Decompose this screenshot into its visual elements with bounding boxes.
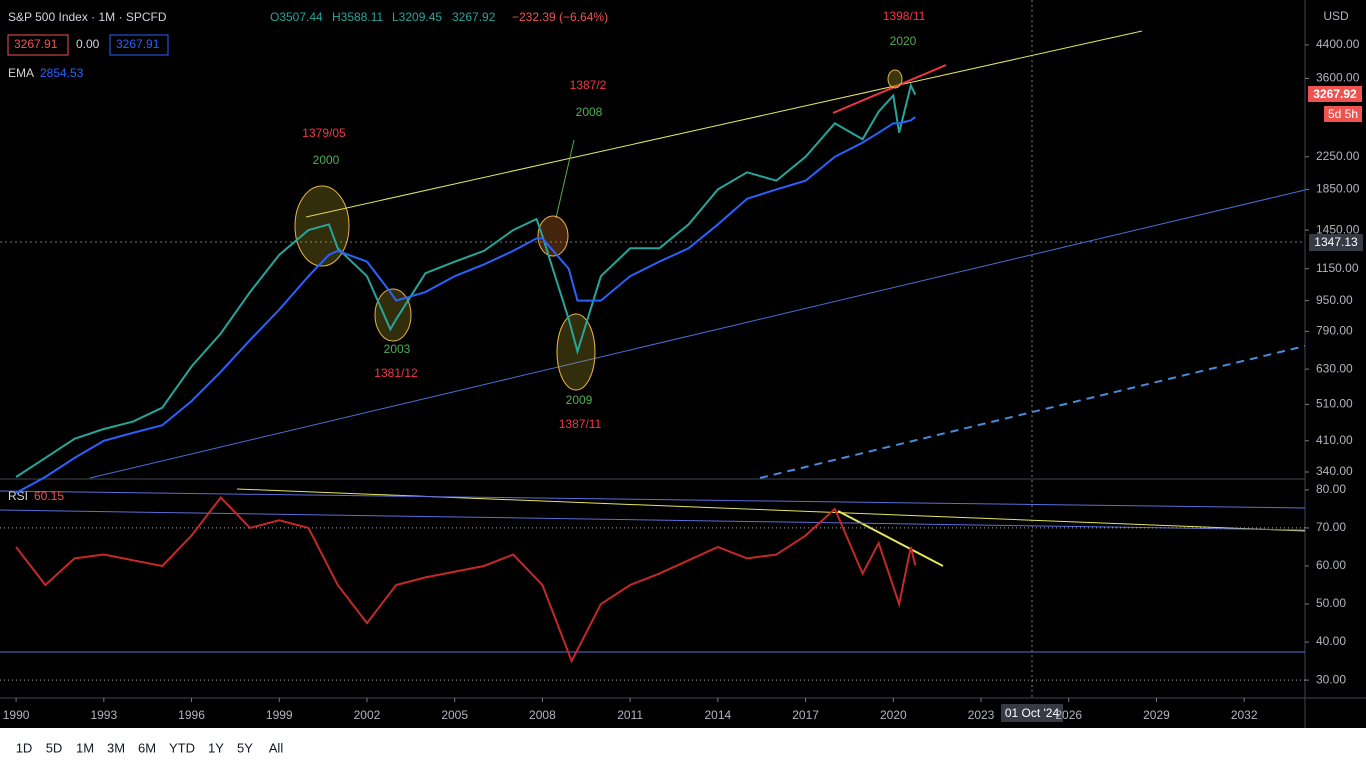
annotation: 1398/11 — [883, 9, 926, 23]
x-tick-label: 1990 — [3, 708, 30, 722]
x-tick-label: 2017 — [792, 708, 819, 722]
crosshair-price: 1347.13 — [1314, 235, 1358, 249]
rsi-trend-line — [837, 510, 944, 567]
spread: 0.00 — [76, 37, 100, 51]
x-tick-label: 2002 — [354, 708, 381, 722]
ellipse — [556, 313, 596, 391]
y-tick-label: 80.00 — [1316, 482, 1346, 496]
x-tick-label: 2023 — [968, 708, 995, 722]
crosshair-date: 01 Oct '24 — [1005, 706, 1060, 720]
y-tick-label: 410.00 — [1316, 433, 1353, 447]
y-tick-label: 1850.00 — [1316, 182, 1360, 196]
rsi-value: 60.15 — [34, 489, 64, 503]
countdown: 5d 5h — [1328, 107, 1358, 121]
range-button[interactable]: 1Y — [208, 740, 224, 755]
series-line — [15, 82, 917, 478]
y-tick-label: 30.00 — [1316, 672, 1346, 686]
x-tick-label: 2032 — [1231, 708, 1258, 722]
ema-value: 2854.53 — [40, 66, 84, 80]
symbol[interactable]: S&P 500 Index · 1M · SPCFD — [8, 10, 167, 24]
currency[interactable]: USD — [1323, 9, 1349, 23]
range-button[interactable]: 1D — [16, 740, 33, 755]
crosshair-date-bg — [1001, 704, 1063, 722]
bid: 3267.91 — [14, 37, 58, 51]
rsi-trend-line — [236, 488, 1306, 532]
x-tick-label: 2014 — [705, 708, 732, 722]
annotation: 1379/05 — [302, 126, 346, 140]
rsi-label: RSI — [8, 489, 28, 503]
range-button[interactable]: 5D — [46, 740, 63, 755]
change: −232.39 (−6.64%) — [512, 10, 608, 24]
bid-box[interactable] — [7, 34, 69, 56]
annotation: 2003 — [384, 342, 411, 356]
range-button[interactable]: 3M — [107, 740, 125, 755]
y-tick-label: 510.00 — [1316, 397, 1353, 411]
bottom-toolbar — [0, 728, 1366, 768]
channel-line — [89, 189, 1306, 479]
high: H3588.11 — [332, 10, 383, 24]
range-button[interactable]: All — [269, 740, 284, 755]
y-tick-label: 60.00 — [1316, 558, 1346, 572]
y-tick-label: 790.00 — [1316, 324, 1353, 338]
annotation: 2020 — [890, 34, 917, 48]
x-tick-label: 2029 — [1143, 708, 1170, 722]
ema-label: EMA — [8, 66, 34, 80]
rsi-line — [0, 490, 1306, 509]
y-tick-label: 1150.00 — [1316, 261, 1359, 275]
trend-line — [832, 64, 947, 114]
ask: 3267.91 — [116, 37, 160, 51]
y-tick-label: 630.00 — [1316, 361, 1353, 375]
countdown-bg — [1324, 106, 1362, 122]
x-tick-label: 2011 — [617, 708, 643, 722]
x-tick-label: 1996 — [178, 708, 205, 722]
series-line — [15, 495, 917, 664]
annotation: 1387/11 — [559, 417, 602, 431]
ask-box[interactable] — [109, 34, 169, 56]
x-tick-label: 2020 — [880, 708, 907, 722]
x-tick-label: 2005 — [441, 708, 468, 722]
range-button[interactable]: 1M — [76, 740, 94, 755]
range-button[interactable]: 5Y — [237, 740, 253, 755]
y-tick-label: 340.00 — [1316, 464, 1353, 478]
open: O3507.44 — [270, 10, 323, 24]
channel-line — [759, 345, 1306, 479]
arrow — [555, 139, 575, 219]
range-button[interactable]: YTD — [169, 740, 195, 755]
low: L3209.45 — [392, 10, 442, 24]
x-tick-label: 2008 — [529, 708, 556, 722]
price-label-bg — [1308, 86, 1362, 102]
drawings — [0, 30, 1306, 653]
series-line — [15, 116, 916, 494]
trend-line — [305, 30, 1143, 218]
x-tick-label: 1993 — [90, 708, 117, 722]
y-tick-label: 950.00 — [1316, 293, 1353, 307]
ellipse — [887, 69, 903, 89]
annotation: 2009 — [566, 393, 593, 407]
annotation: 2000 — [313, 153, 340, 167]
y-tick-label: 70.00 — [1316, 520, 1346, 534]
x-tick-label: 2026 — [1055, 708, 1082, 722]
last-price: 3267.92 — [1313, 87, 1357, 101]
ellipse — [374, 288, 412, 342]
range-button[interactable]: 6M — [138, 740, 156, 755]
y-tick-label: 3600.00 — [1316, 71, 1360, 85]
y-tick-label: 40.00 — [1316, 634, 1346, 648]
annotation: 1381/12 — [374, 366, 418, 380]
y-tick-label: 4400.00 — [1316, 37, 1360, 51]
annotation: 2008 — [576, 105, 603, 119]
rsi-line — [0, 509, 1306, 531]
close: 3267.92 — [452, 10, 496, 24]
y-tick-label: 2250.00 — [1316, 149, 1360, 163]
annotation: 1387/2 — [570, 78, 607, 92]
y-tick-label: 1450.00 — [1316, 222, 1360, 236]
crosshair-price-bg — [1309, 234, 1363, 251]
x-tick-label: 1999 — [266, 708, 293, 722]
y-tick-label: 50.00 — [1316, 596, 1346, 610]
